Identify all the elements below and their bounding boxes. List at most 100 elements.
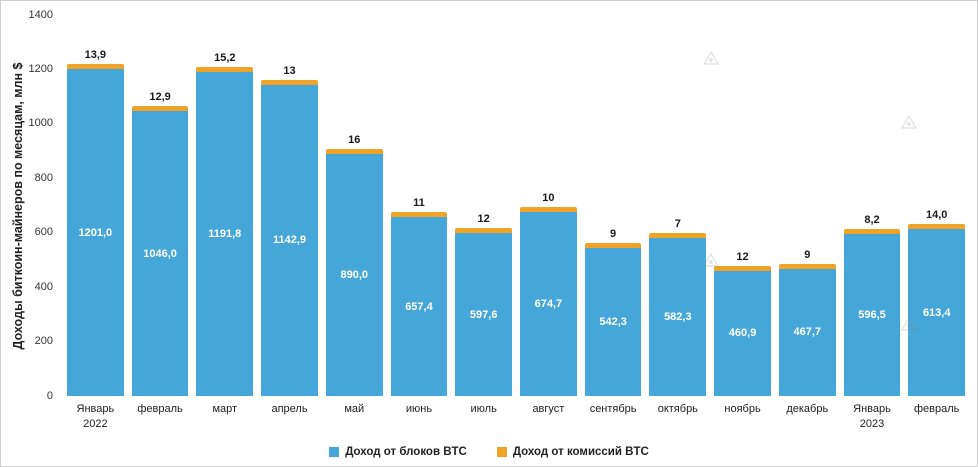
legend-label: Доход от комиссий BTC: [512, 446, 649, 458]
y-axis-title: Доходы биткоин-майнеров по месяцам, млн …: [11, 62, 25, 350]
bar-group: 12 597,6 июль: [455, 15, 513, 415]
block-segment: 582,3: [649, 237, 707, 396]
x-axis-label: февраль: [137, 403, 183, 415]
x-axis-label: март: [212, 403, 238, 415]
fee-segment: [714, 265, 771, 271]
fee-segment: [196, 66, 254, 72]
x-axis-label: май: [344, 403, 365, 415]
fee-segment: [520, 207, 577, 213]
block-value-label: 460,9: [728, 327, 757, 340]
bar-group: 13,9 1201,0 Январь 2022: [67, 15, 124, 430]
block-segment: 1201,0: [67, 69, 124, 396]
x-axis-label: сентябрь: [589, 403, 637, 415]
block-segment: 1191,8: [196, 71, 254, 396]
block-segment: 596,5: [843, 233, 901, 396]
x-axis-label: октябрь: [657, 403, 698, 415]
block-segment: 1046,0: [131, 111, 189, 396]
legend-item: Доход от комиссий BTC: [496, 446, 649, 458]
fee-segment: [390, 212, 448, 218]
fee-value-label: 12,9: [149, 91, 171, 104]
x-axis-label: Январь 2023: [853, 403, 891, 431]
fee-value-label: 13: [283, 64, 296, 77]
y-tick-label: 1200: [28, 62, 53, 75]
fee-value-label: 15,2: [214, 51, 236, 64]
block-value-label: 596,5: [858, 308, 886, 321]
y-tick-label: 600: [34, 226, 53, 239]
fee-value-label: 11: [413, 197, 425, 210]
block-segment: 613,4: [908, 229, 966, 396]
fee-segment: [649, 232, 707, 238]
block-segment: 674,7: [520, 212, 577, 396]
block-value-label: 542,3: [599, 316, 627, 329]
fee-value-label: 7: [674, 217, 681, 230]
bar-group: 9 467,7 декабрь: [778, 15, 836, 415]
fee-value-label: 12: [736, 250, 749, 263]
x-axis-label: апрель: [271, 403, 308, 415]
x-axis-label: июнь: [405, 403, 433, 415]
block-segment: 1142,9: [261, 84, 318, 396]
x-axis-label: август: [532, 403, 565, 415]
block-value-label: 613,4: [922, 306, 951, 319]
fee-segment: [843, 228, 901, 234]
block-value-label: 890,0: [340, 268, 368, 281]
bar-group: 12,9 1046,0 февраль: [131, 15, 189, 415]
legend-item: Доход от блоков BTC: [329, 446, 467, 458]
bar-group: 7 582,3 октябрь: [649, 15, 707, 415]
fee-value-label: 14,0: [925, 209, 948, 222]
bar-group: 15,2 1191,8 март: [196, 15, 254, 415]
block-value-label: 1191,8: [208, 227, 242, 240]
legend-label: Доход от блоков BTC: [345, 446, 467, 458]
fee-value-label: 16: [348, 133, 361, 146]
bar-group: 9 542,3 сентябрь: [584, 15, 642, 415]
block-segment: 890,0: [325, 153, 383, 396]
block-value-label: 597,6: [469, 308, 498, 321]
fee-segment: [455, 228, 513, 234]
fee-value-label: 13,9: [84, 49, 107, 62]
bar-series: 13,9 1201,0 Январь 2022 12,9 1046,0 февраль 15,…: [63, 15, 969, 430]
block-segment: 460,9: [714, 270, 771, 396]
y-tick-label: 400: [34, 280, 53, 293]
block-segment: 467,7: [778, 268, 836, 396]
fee-value-label: 9: [804, 248, 811, 261]
fee-segment: [325, 148, 383, 154]
fee-value-label: 12: [477, 213, 490, 226]
block-value-label: 1142,9: [272, 234, 307, 247]
x-axis-label: декабрь: [786, 403, 829, 415]
fee-segment: [131, 106, 189, 112]
plot-area: 13,9 1201,0 Январь 2022 12,9 1046,0 февраль 15,…: [63, 15, 969, 430]
bar-group: 11 657,4 июнь: [390, 15, 448, 415]
block-value-label: 467,7: [793, 326, 822, 339]
x-axis-label: февраль: [914, 403, 960, 415]
x-axis-label: ноябрь: [724, 403, 761, 415]
legend-swatch: [496, 447, 507, 457]
fee-value-label: 9: [610, 228, 617, 241]
block-segment: 542,3: [584, 248, 642, 396]
fee-segment: [778, 263, 836, 269]
bar-group: 16 890,0 май: [325, 15, 383, 415]
bar-group: 12 460,9 ноябрь: [714, 15, 771, 415]
bar-group: 13 1142,9 апрель: [261, 15, 318, 415]
fee-segment: [908, 224, 966, 230]
y-tick-label: 800: [34, 171, 53, 184]
block-value-label: 674,7: [534, 298, 563, 311]
x-axis-label: Январь 2022: [76, 403, 115, 431]
bar-group: 10 674,7 август: [520, 15, 577, 415]
block-segment: 597,6: [455, 233, 513, 396]
block-segment: 657,4: [390, 217, 448, 396]
legend: Доход от блоков BTC Доход от комиссий BTC: [1, 446, 977, 458]
bar-group: 8,2 596,5 Январь 2023: [843, 15, 901, 430]
block-value-label: 1046,0: [143, 247, 177, 260]
x-axis-label: июль: [470, 403, 497, 415]
block-value-label: 1201,0: [78, 226, 113, 239]
fee-value-label: 10: [542, 192, 555, 205]
y-tick-label: 200: [34, 335, 53, 348]
block-value-label: 657,4: [405, 300, 433, 313]
bar-group: 14,0 613,4 февраль: [908, 15, 966, 415]
block-value-label: 582,3: [664, 310, 692, 323]
legend-swatch: [329, 447, 340, 457]
fee-segment: [67, 64, 124, 70]
fee-segment: [261, 79, 318, 85]
fee-segment: [584, 243, 642, 249]
y-tick-label: 1000: [28, 117, 53, 130]
